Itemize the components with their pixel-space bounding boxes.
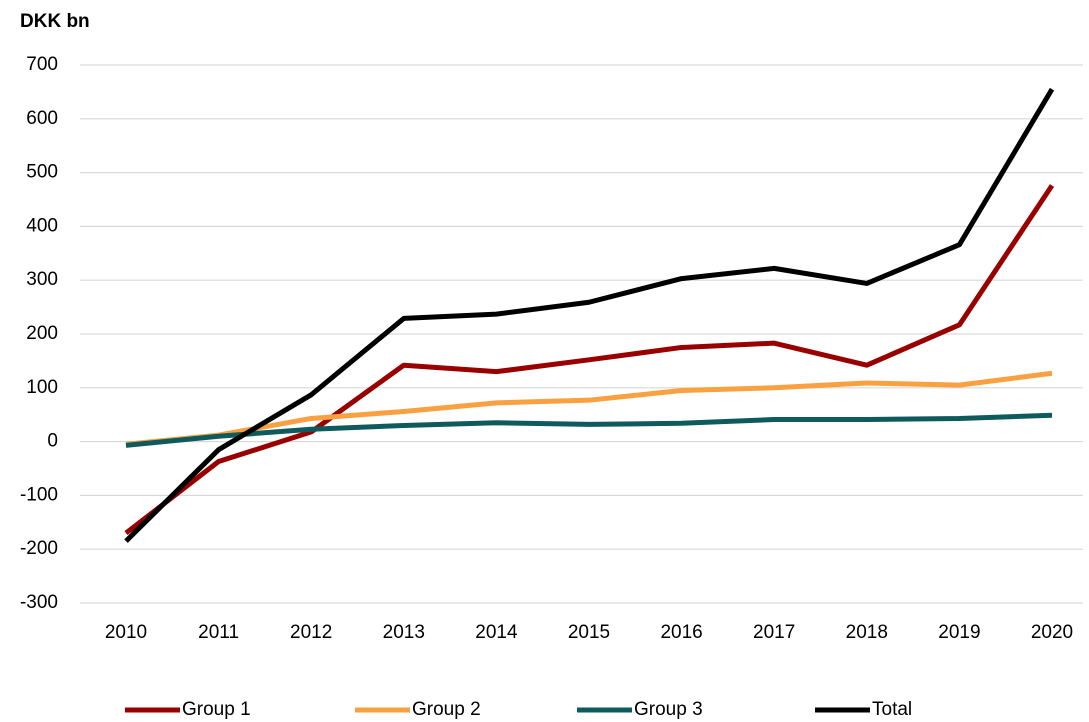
x-tick-label: 2014 [475,622,518,643]
y-tick-label: -200 [20,538,58,559]
legend-label: Total [872,699,912,720]
y-tick-label: 100 [26,377,58,398]
series-line [125,370,1053,447]
x-tick-label: 2015 [568,622,610,643]
series-line [124,184,1055,536]
y-tick-label: -300 [20,592,58,613]
x-tick-label: 2020 [1031,622,1073,643]
legend-label: Group 2 [412,699,481,720]
y-axis-label: DKK bn [20,11,90,32]
x-tick-label: 2018 [846,622,888,643]
legend-label: Group 3 [634,699,703,720]
y-tick-label: 300 [26,269,58,290]
y-tick-label: 500 [26,162,58,183]
x-tick-label: 2011 [198,622,239,643]
x-tick-label: 2012 [290,622,332,643]
y-tick-label: 200 [26,323,58,344]
x-tick-label: 2010 [105,622,147,643]
x-tick-label: 2019 [938,622,980,643]
x-tick-label: 2013 [383,622,425,643]
y-tick-label: 600 [26,108,58,129]
y-tick-label: 0 [47,431,58,452]
y-tick-label: -100 [20,484,58,505]
y-tick-label: 400 [26,215,58,236]
x-tick-label: 2017 [753,622,795,643]
y-tick-label: 700 [26,54,58,75]
x-tick-label: 2016 [660,622,702,643]
series-line [125,412,1053,448]
legend-label: Group 1 [182,699,251,720]
series-line [124,87,1055,543]
